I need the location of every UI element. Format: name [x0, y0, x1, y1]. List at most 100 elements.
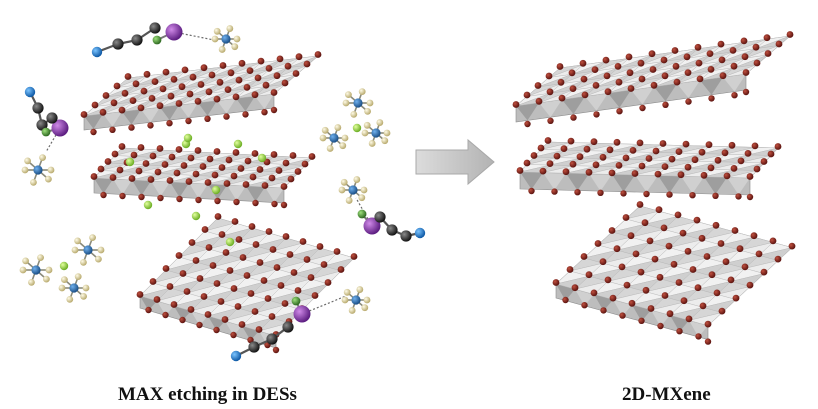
- termination-atom: [261, 109, 268, 116]
- termination-atom: [562, 296, 569, 304]
- termination-atom: [243, 84, 251, 91]
- termination-atom: [287, 175, 295, 183]
- termination-atom: [594, 240, 602, 247]
- termination-atom: [261, 182, 269, 189]
- termination-atom: [223, 113, 230, 120]
- termination-atom: [545, 72, 553, 80]
- termination-atom: [619, 312, 626, 319]
- termination-atom: [769, 237, 777, 245]
- termination-atom: [786, 31, 794, 38]
- termination-atom: [636, 139, 644, 147]
- termination-atom: [707, 66, 715, 73]
- termination-atom: [153, 296, 161, 303]
- termination-atom: [181, 66, 189, 74]
- termination-atom: [600, 307, 607, 314]
- termination-atom: [270, 89, 278, 96]
- termination-atom: [566, 266, 574, 273]
- octahedral-anion-icon: [338, 176, 368, 204]
- termination-atom: [128, 124, 135, 131]
- termination-atom: [723, 172, 731, 180]
- termination-atom: [119, 192, 126, 200]
- termination-atom: [603, 72, 611, 80]
- termination-atom: [718, 56, 726, 64]
- termination-atom: [592, 161, 600, 169]
- termination-atom: [200, 293, 208, 300]
- termination-atom: [708, 271, 716, 279]
- termination-atom: [638, 162, 646, 170]
- termination-atom: [645, 155, 653, 162]
- termination-atom: [695, 59, 703, 67]
- termination-atom: [712, 221, 720, 229]
- termination-atom: [243, 272, 251, 279]
- termination-atom: [143, 70, 151, 78]
- termination-atom: [693, 216, 701, 224]
- termination-atom: [175, 146, 183, 153]
- termination-atom: [116, 166, 124, 174]
- termination-atom: [333, 248, 341, 255]
- termination-atom: [717, 240, 725, 247]
- termination-atom: [585, 271, 593, 279]
- termination-atom: [627, 85, 635, 92]
- termination-atom: [741, 263, 749, 271]
- lithium-ion-icon: [352, 123, 362, 133]
- termination-atom: [188, 239, 196, 246]
- termination-atom: [684, 163, 692, 171]
- mxene-layer-icon: [90, 143, 316, 209]
- termination-atom: [99, 108, 107, 116]
- termination-atom: [249, 173, 257, 181]
- termination-atom: [170, 301, 178, 308]
- termination-atom: [219, 62, 227, 69]
- termination-atom: [209, 262, 217, 269]
- termination-atom: [135, 167, 143, 175]
- termination-atom: [239, 254, 247, 261]
- lithium-ion-icon: [211, 185, 221, 195]
- termination-atom: [742, 69, 750, 76]
- mxene-layer-icon: [512, 31, 794, 128]
- termination-atom: [661, 163, 669, 171]
- termination-atom: [665, 242, 673, 250]
- termination-atom: [303, 256, 311, 263]
- termination-atom: [742, 88, 750, 96]
- termination-atom: [638, 75, 646, 83]
- caption-max-etching: MAX etching in DESs: [118, 384, 297, 405]
- process-arrow-icon: [415, 138, 495, 186]
- termination-atom: [242, 181, 250, 188]
- termination-atom: [311, 292, 319, 299]
- termination-atom: [204, 115, 211, 123]
- termination-atom: [270, 151, 278, 158]
- termination-atom: [273, 264, 281, 271]
- termination-atom: [722, 258, 730, 266]
- termination-atom: [251, 308, 259, 315]
- termination-atom: [632, 250, 640, 258]
- termination-atom: [246, 67, 254, 74]
- termination-atom: [698, 234, 706, 242]
- termination-atom: [195, 196, 202, 204]
- mxene-layer-icon: [80, 51, 322, 136]
- termination-atom: [729, 47, 737, 54]
- termination-atom: [719, 72, 727, 80]
- termination-atom: [175, 252, 183, 259]
- octahedral-anion-icon: [211, 25, 241, 53]
- termination-atom: [230, 331, 237, 339]
- termination-atom: [707, 164, 715, 172]
- termination-atom: [223, 180, 231, 187]
- termination-atom: [136, 291, 144, 298]
- termination-atom: [652, 147, 660, 155]
- termination-atom: [192, 257, 200, 264]
- termination-atom: [110, 99, 118, 107]
- termination-atom: [746, 173, 754, 180]
- termination-atom: [750, 232, 758, 240]
- termination-atom: [755, 250, 763, 258]
- termination-atom: [161, 161, 169, 168]
- termination-atom: [148, 95, 156, 102]
- termination-atom: [674, 211, 682, 219]
- termination-atom: [613, 138, 621, 146]
- termination-atom: [728, 141, 736, 149]
- termination-atom: [585, 168, 593, 176]
- termination-atom: [186, 90, 194, 98]
- termination-atom: [121, 89, 129, 97]
- termination-atom: [706, 50, 714, 57]
- termination-atom: [662, 101, 669, 109]
- termination-atom: [214, 213, 222, 220]
- termination-atom: [90, 173, 98, 180]
